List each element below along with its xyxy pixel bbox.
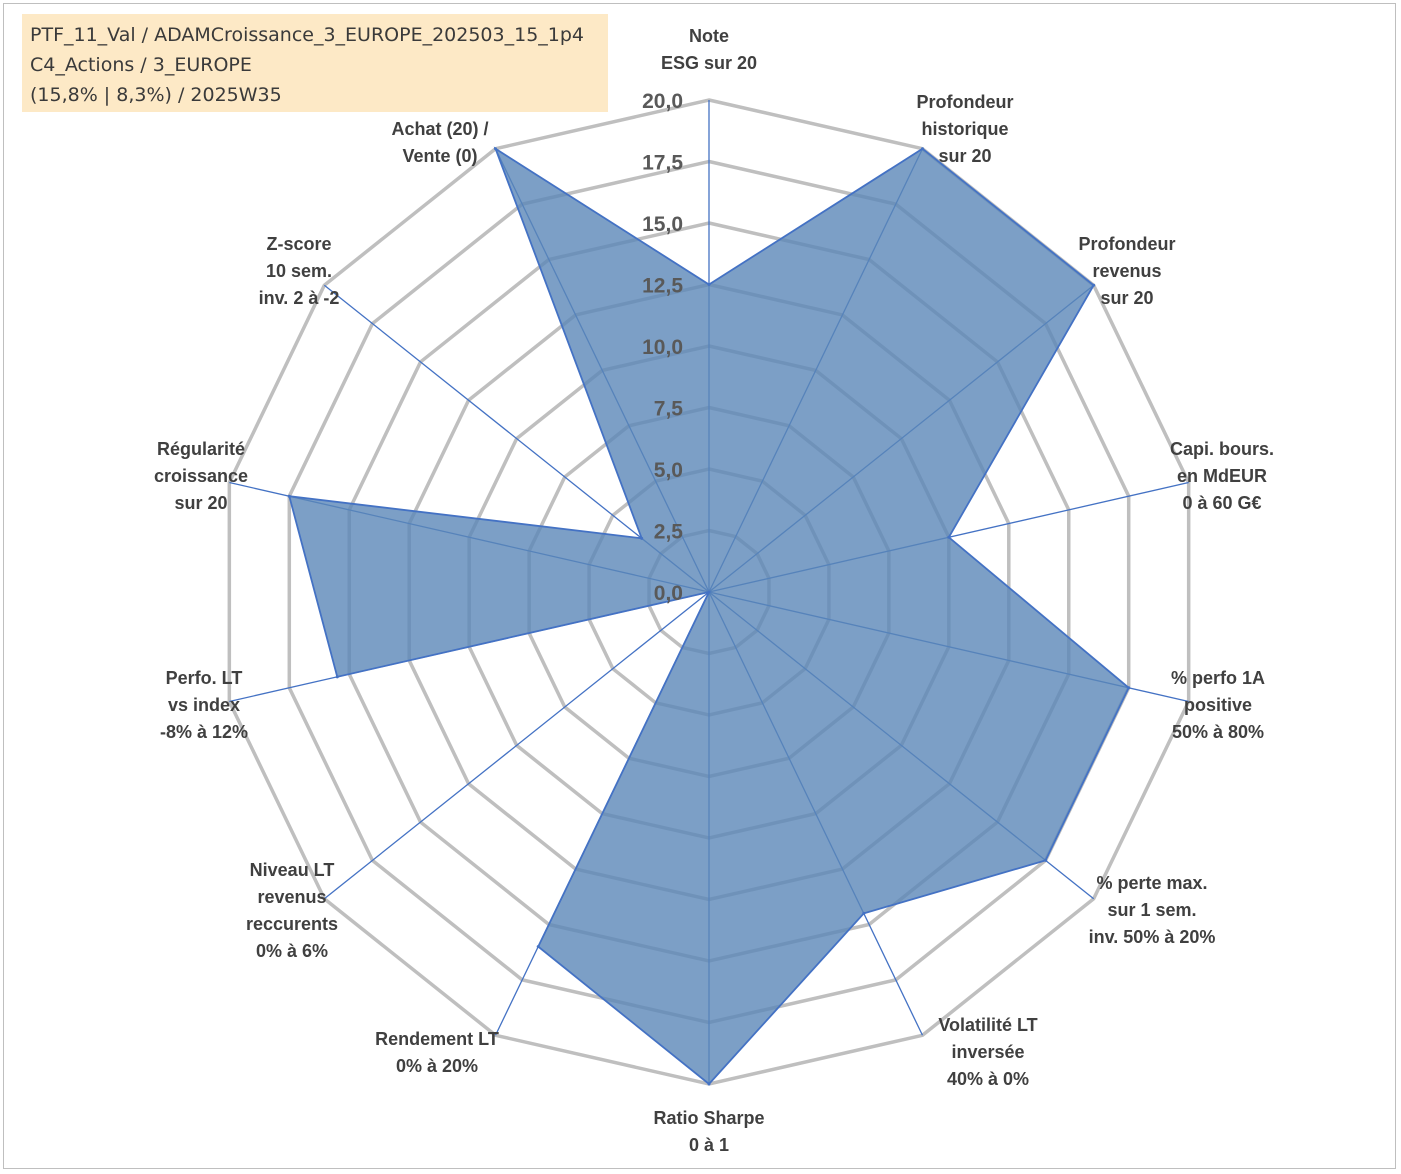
radar-series	[287, 146, 1131, 1086]
tick-label: 2,5	[654, 521, 684, 544]
axis-label: en MdEUR	[1177, 466, 1267, 486]
axis-label: -8% à 12%	[160, 722, 248, 742]
data-point	[1044, 858, 1048, 862]
axis-label: sur 20	[1100, 288, 1153, 308]
portfolio-info-box: PTF_11_Val / ADAMCroissance_3_EUROPE_202…	[22, 14, 608, 112]
axis-label: reccurents	[246, 914, 338, 934]
axis-label: Profondeur	[1079, 234, 1176, 254]
axis-label: revenus	[1092, 261, 1161, 281]
axis-label: inv. 2 à -2	[259, 288, 340, 308]
axis-label: Achat (20) /	[391, 119, 488, 139]
axis-label: positive	[1184, 695, 1252, 715]
axis-label: Capi. bours.	[1170, 439, 1274, 459]
axis-label: 10 sem.	[266, 261, 332, 281]
axis-label: Régularité	[157, 439, 245, 459]
data-point	[1127, 686, 1131, 690]
data-point	[707, 283, 711, 286]
data-point	[707, 590, 711, 594]
data-point	[494, 147, 498, 151]
axis-label: Perfo. LT	[166, 668, 243, 688]
axis-label: sur 20	[174, 493, 227, 513]
axis-label: Profondeur	[917, 92, 1014, 112]
axis-label: 50% à 80%	[1172, 722, 1264, 742]
data-point	[1092, 283, 1096, 287]
tick-label: 10,0	[642, 336, 683, 359]
axis-label: Note	[689, 26, 729, 46]
data-point	[920, 147, 924, 151]
data-point	[707, 1082, 711, 1086]
data-point	[335, 675, 339, 679]
tick-label: 17,5	[642, 152, 683, 175]
radar-tick-labels: 0,0 2,5 5,0 7,5 10,0 12,5 15,0 17,5 20,0	[642, 90, 683, 605]
axis-label: sur 1 sem.	[1107, 900, 1196, 920]
tick-label: 20,0	[642, 90, 683, 113]
axis-label: 0% à 6%	[256, 941, 328, 961]
axis-spoke	[323, 591, 710, 900]
axis-label: 0% à 20%	[396, 1056, 478, 1076]
axis-label: revenus	[257, 887, 326, 907]
axis-label: 40% à 0%	[947, 1069, 1029, 1089]
axis-label: Vente (0)	[402, 146, 477, 166]
info-line-portfolio: PTF_11_Val / ADAMCroissance_3_EUROPE_202…	[30, 24, 585, 46]
tick-label: 12,5	[642, 275, 683, 298]
tick-label: 5,0	[654, 459, 683, 482]
data-point	[640, 536, 644, 540]
axis-label: Ratio Sharpe	[653, 1108, 764, 1128]
axis-label: Volatilité LT	[938, 1015, 1037, 1035]
axis-label: inversée	[951, 1042, 1024, 1062]
axis-label: % perte max.	[1096, 873, 1207, 893]
axis-label: % perfo 1A	[1171, 668, 1265, 688]
axis-label: Z-score	[266, 234, 331, 254]
axis-label: ESG sur 20	[661, 53, 757, 73]
axis-label: croissance	[154, 466, 248, 486]
axis-label: Niveau LT	[250, 860, 335, 880]
axis-label: 0 à 1	[689, 1135, 729, 1155]
info-line-category: C4_Actions / 3_EUROPE	[30, 54, 252, 76]
axis-label: vs index	[168, 695, 240, 715]
axis-label: inv. 50% à 20%	[1089, 927, 1216, 947]
info-line-stats: (15,8% | 8,3%) / 2025W35	[30, 84, 282, 106]
data-point	[536, 945, 540, 949]
axis-label: sur 20	[938, 146, 991, 166]
tick-label: 7,5	[654, 398, 684, 421]
axis-label: Rendement LT	[375, 1029, 499, 1049]
tick-label: 15,0	[642, 213, 683, 236]
tick-label: 0,0	[654, 582, 683, 605]
data-point	[862, 911, 866, 915]
data-point	[287, 494, 291, 498]
axis-label: 0 à 60 G€	[1182, 493, 1261, 513]
radar-axis-labels: Note ESG sur 20 Profondeur historique sur 20…	[154, 26, 1274, 1155]
axis-label: historique	[921, 119, 1008, 139]
data-point	[947, 535, 951, 539]
